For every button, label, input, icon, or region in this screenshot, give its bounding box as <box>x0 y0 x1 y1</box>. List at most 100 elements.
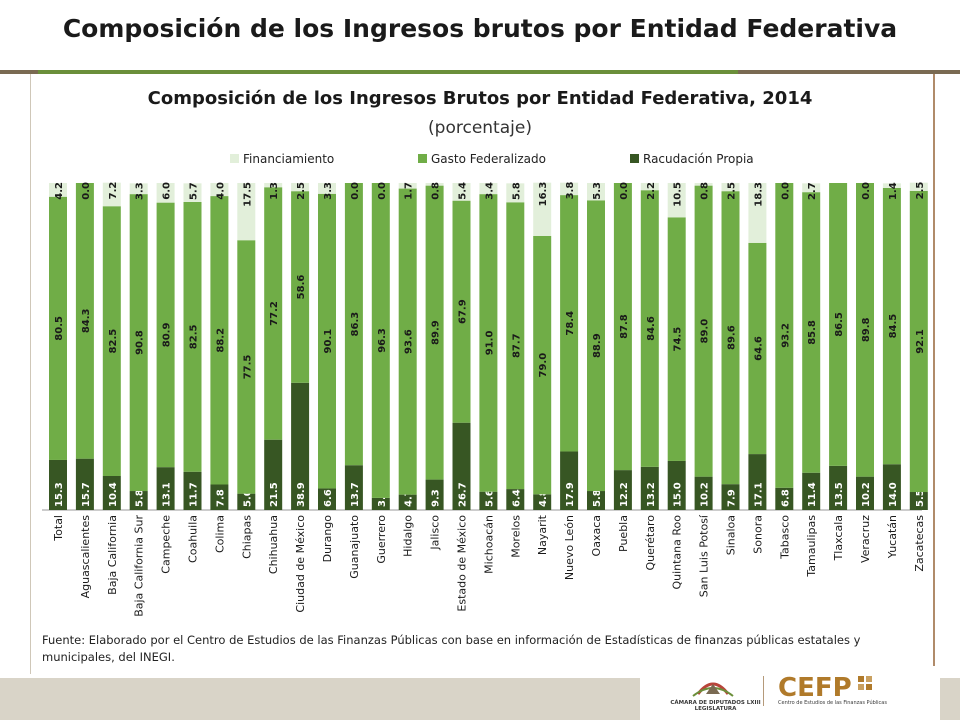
data-label: 18.3 <box>753 182 764 207</box>
slide-title: Composición de los Ingresos brutos por E… <box>62 14 898 43</box>
category-label: Baja California <box>106 515 119 595</box>
bar-segment <box>452 183 471 201</box>
data-label: 10.2 <box>700 482 711 507</box>
data-label: 15.0 <box>673 482 684 507</box>
bar-segment <box>882 464 901 510</box>
bar-segment <box>667 183 686 218</box>
top-divider-accent <box>38 70 738 74</box>
bar-segment <box>748 242 767 455</box>
category-label: Estado de México <box>456 515 469 612</box>
right-border-line <box>933 74 935 674</box>
bar-segment <box>721 191 740 485</box>
bar-segment <box>398 494 417 510</box>
bar-segment <box>371 497 390 510</box>
bar-segment <box>237 183 256 241</box>
data-label: 89.9 <box>431 320 442 345</box>
data-label: 1.4 <box>888 182 899 200</box>
bar-segment <box>640 466 659 510</box>
category-label: Michoacán <box>482 515 495 574</box>
bar-segment <box>344 465 363 510</box>
data-label: 7.2 <box>108 182 119 200</box>
stacked-bar-chart: 15.3 80.5 4.2 Total 15.7 84.3 0.0 Aguascaliente… <box>42 182 928 617</box>
bar-segment <box>775 183 794 488</box>
bar-segment <box>291 183 310 192</box>
bar-segment <box>156 183 175 203</box>
bar-segment <box>506 489 525 510</box>
data-label: 90.8 <box>135 330 146 355</box>
legend-swatch-gasto-federalizado <box>418 154 427 163</box>
data-label: 11.7 <box>189 482 200 507</box>
bar-segment <box>479 491 498 510</box>
data-label: 13.2 <box>646 482 657 507</box>
bar-segment <box>102 182 121 207</box>
data-label: 93.2 <box>780 323 791 348</box>
bar-segment <box>156 467 175 510</box>
bar-segment <box>667 217 686 461</box>
bar-segment <box>183 471 202 510</box>
bar-segment <box>909 492 928 510</box>
data-label: 58.6 <box>296 275 307 300</box>
category-label: Tabasco <box>778 515 791 560</box>
data-label: 0.0 <box>861 182 872 200</box>
bar-segment <box>318 488 336 510</box>
bar-segment <box>318 183 336 194</box>
data-label: 0.0 <box>619 182 630 200</box>
data-label: 85.8 <box>807 320 818 345</box>
data-label: 4.7 <box>404 489 415 507</box>
category-label: Tlaxcala <box>832 515 845 561</box>
category-label: Veracruz <box>859 515 872 563</box>
category-label: Chiapas <box>240 515 253 559</box>
data-label: 80.9 <box>162 323 173 348</box>
data-label: 6.0 <box>162 182 173 200</box>
bar-segment <box>129 194 148 492</box>
bar-segment <box>694 183 713 186</box>
camara-diputados-logo <box>692 682 734 697</box>
camara-logo-text: CÁMARA DE DIPUTADOS LXIII LEGISLATURA <box>670 700 761 712</box>
data-label: 2.5 <box>915 182 926 200</box>
bar-segment <box>291 382 310 510</box>
category-label: Sonora <box>751 515 764 554</box>
data-label: 1.7 <box>404 182 415 200</box>
bar-segment <box>587 183 605 201</box>
bar-segment <box>533 182 552 236</box>
data-label: 6.8 <box>780 489 791 507</box>
data-label: 91.0 <box>484 331 495 356</box>
bar-segment <box>587 491 605 510</box>
data-label: 15.7 <box>81 482 92 507</box>
category-label: Sinaloa <box>725 515 738 555</box>
data-label: 64.6 <box>753 336 764 361</box>
data-label: 89.0 <box>700 319 711 344</box>
bar-segment <box>75 183 94 459</box>
data-label: 6.4 <box>511 489 522 507</box>
bar-segment <box>237 240 256 494</box>
category-label: Yucatán <box>886 515 899 559</box>
data-label: 10.2 <box>861 482 872 507</box>
data-label: 13.5 <box>834 482 845 507</box>
logo-divider <box>763 676 764 706</box>
data-label: 88.2 <box>215 328 226 353</box>
cefp-logo-text: Centro de Estudios de las Finanzas Públi… <box>778 700 887 706</box>
bar-segment <box>506 183 525 203</box>
data-label: 4.0 <box>215 182 226 200</box>
data-label: 96.3 <box>377 328 388 353</box>
data-label: 82.5 <box>108 329 119 354</box>
data-label: 4.8 <box>538 489 549 507</box>
bar-segment <box>560 195 579 452</box>
data-label: 3.4 <box>484 182 495 200</box>
bar-segment <box>291 191 310 383</box>
data-label: 16.3 <box>538 182 549 207</box>
data-label: 89.8 <box>861 317 872 342</box>
data-label: 5.0 <box>242 489 253 507</box>
bar-segment <box>129 183 148 195</box>
bar-segment <box>829 465 848 510</box>
data-label: 3.3 <box>323 182 334 200</box>
category-label: Tamaulipas <box>805 515 818 578</box>
bar-segment <box>344 183 363 466</box>
bar-segment <box>587 200 605 492</box>
legend-label-gasto-federalizado: Gasto Federalizado <box>431 152 546 166</box>
bar-segment <box>156 202 175 468</box>
data-label: 89.6 <box>727 325 738 350</box>
category-label: Zacatecas <box>913 515 926 572</box>
bar-segment <box>721 183 740 192</box>
bar-segment <box>425 479 444 510</box>
